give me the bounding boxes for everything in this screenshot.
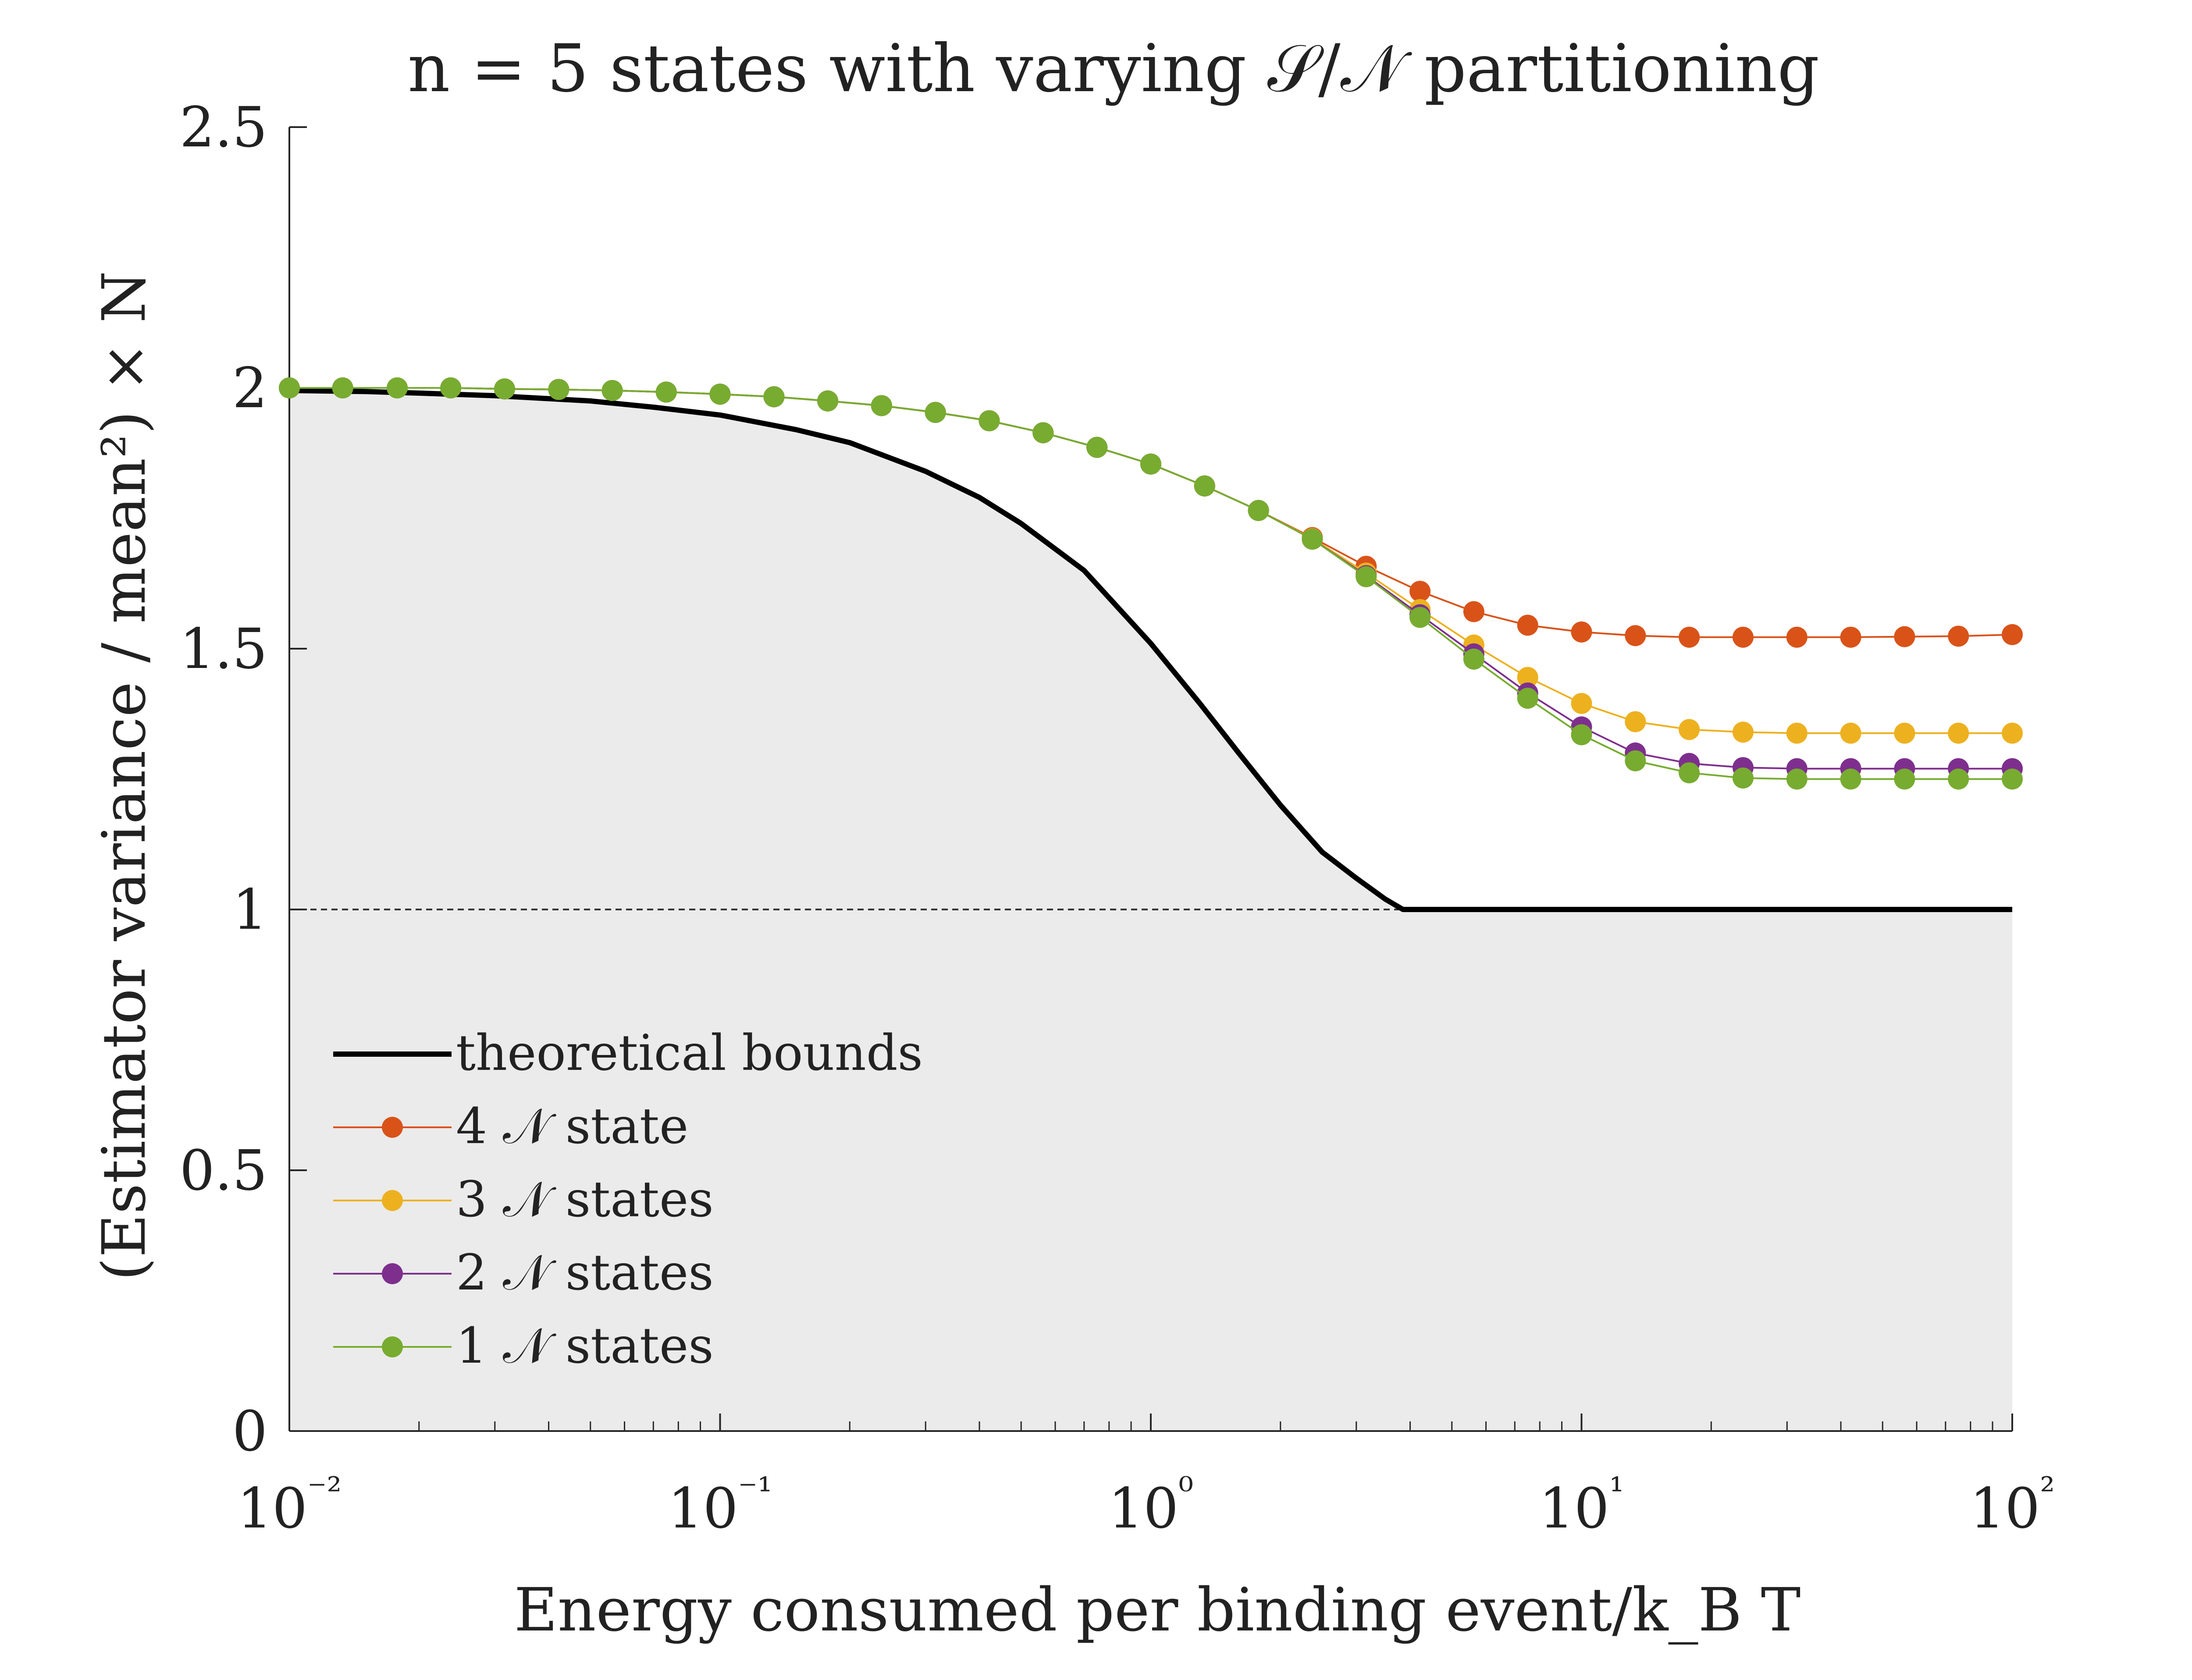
y-tick-label: 0.5 [180,1138,267,1203]
data-point [1625,711,1646,732]
data-point [2002,722,2023,744]
data-point [2002,768,2023,790]
data-point [871,395,892,416]
legend-marker [382,1190,403,1211]
data-point [601,380,623,401]
y-tick-label: 2.5 [180,95,267,160]
y-axis-label: (Estimator variance / mean²) × N [90,271,159,1281]
data-point [332,377,353,398]
data-point [1517,667,1538,688]
bound-layer [289,387,2012,1431]
data-point [1140,453,1161,475]
legend-marker [382,1117,403,1138]
data-point [1409,581,1431,602]
chart-title: n = 5 states with varying 𝒮/𝒩 partitioni… [408,31,1819,107]
y-tick-label: 2 [232,356,267,420]
data-point [1463,601,1484,622]
data-point [817,390,839,412]
data-point [1517,614,1538,636]
data-point [387,377,408,398]
data-point [1948,625,1969,647]
y-tick-label: 1.5 [180,617,267,681]
data-point [1679,719,1700,740]
y-tick-label: 0 [232,1399,267,1463]
data-point [1679,626,1700,648]
data-point [494,378,515,400]
x-tick-label: 10⁻¹ [668,1469,772,1541]
data-point [1194,475,1215,497]
legend-label: 2 𝒩 states [456,1244,714,1301]
legend-label: 3 𝒩 states [456,1171,714,1228]
data-point [1463,648,1484,670]
data-point [1086,437,1108,458]
data-point [1517,688,1538,709]
axes-layer: 0 0.5 1 1.5 2 2.5 10⁻² 10⁻¹ 10⁰ 10¹ 10² [180,95,2055,1541]
data-point [2002,624,2023,645]
x-tick-label: 10¹ [1539,1469,1624,1541]
data-point [1840,722,1861,744]
data-point [1840,768,1861,790]
data-point [1732,721,1754,743]
bound-shaded-area [289,390,2012,1431]
series-4 [279,377,2023,790]
data-point [763,386,785,408]
data-point [655,381,677,403]
data-point [1625,625,1646,646]
data-point [1786,626,1808,648]
x-axis-label: Energy consumed per binding event/k_B T [514,1576,1801,1645]
data-point [1786,768,1808,790]
x-tick-label: 10² [1970,1469,2055,1541]
data-point [1840,626,1861,648]
data-point [1732,626,1754,648]
legend-marker [382,1263,403,1284]
data-point [548,379,569,400]
series-layer [279,377,2023,790]
data-point [1894,626,1915,647]
data-point [1571,693,1592,714]
bound-line [289,387,2012,912]
data-point [979,410,1000,431]
data-point [1948,768,1969,790]
data-point [1571,724,1592,746]
data-point [1948,722,1969,744]
data-point [1032,422,1054,444]
data-point [1894,768,1915,790]
data-point [709,384,731,405]
legend-label: 4 𝒩 state [456,1098,688,1155]
data-point [1786,722,1808,744]
data-point [440,377,462,398]
legend-label-bound: theoretical bounds [456,1025,923,1082]
data-point [1248,500,1269,521]
data-point [1625,750,1646,771]
data-point [1409,607,1431,628]
data-point [1302,529,1323,550]
x-tick-label: 10⁰ [1108,1469,1193,1541]
legend-marker [382,1336,403,1357]
x-tick-label: 10⁻² [237,1469,342,1541]
data-point [1356,566,1377,587]
data-point [1732,767,1754,789]
y-tick-label: 1 [232,877,267,942]
data-point [1679,762,1700,784]
data-point [279,377,300,398]
data-point [1571,621,1592,643]
legend-label: 1 𝒩 states [456,1318,714,1375]
data-point [1894,722,1915,744]
data-point [925,401,946,423]
legend: theoretical bounds 4 𝒩 state 3 𝒩 states 2 𝒩… [333,1025,923,1375]
